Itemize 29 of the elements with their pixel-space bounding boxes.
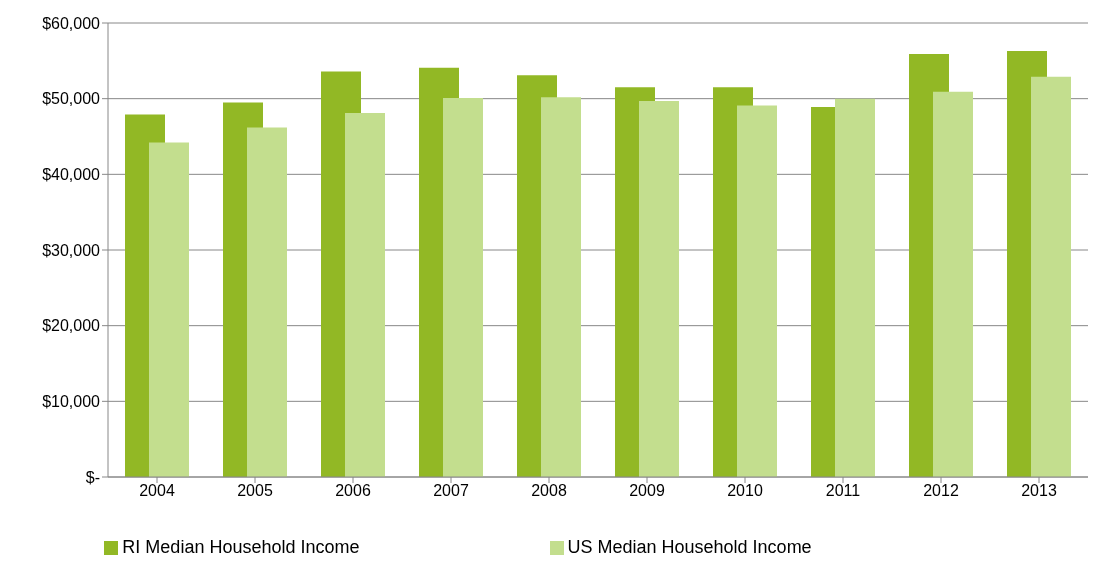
x-tick-label: 2006 — [335, 482, 371, 500]
y-tick-label: $20,000 — [42, 317, 101, 335]
x-tick-label: 2008 — [531, 482, 567, 500]
bar — [247, 127, 287, 477]
bar — [345, 113, 385, 477]
legend-label: US Median Household Income — [567, 537, 812, 557]
x-tick-label: 2004 — [139, 482, 175, 500]
y-tick-label: $40,000 — [42, 166, 101, 184]
bar — [639, 100, 679, 477]
x-tick-label: 2010 — [727, 482, 763, 500]
y-tick-label: $10,000 — [42, 393, 101, 411]
x-tick-label: 2012 — [923, 482, 959, 500]
y-tick-label: $30,000 — [42, 241, 101, 259]
x-tick-label: 2009 — [629, 482, 665, 500]
bar — [933, 91, 973, 477]
x-tick-label: 2007 — [433, 482, 469, 500]
bar — [541, 97, 581, 477]
bar — [1031, 76, 1071, 477]
y-tick-label: $50,000 — [42, 90, 101, 108]
bar — [149, 142, 189, 477]
y-tick-label: $- — [85, 468, 100, 486]
legend-label: RI Median Household Income — [122, 537, 360, 557]
x-tick-label: 2013 — [1021, 482, 1057, 500]
bar — [835, 98, 875, 477]
bar — [443, 97, 483, 477]
bar — [737, 105, 777, 477]
y-tick-label: $60,000 — [42, 14, 101, 32]
x-tick-label: 2005 — [237, 482, 273, 500]
x-tick-label: 2011 — [825, 482, 861, 500]
